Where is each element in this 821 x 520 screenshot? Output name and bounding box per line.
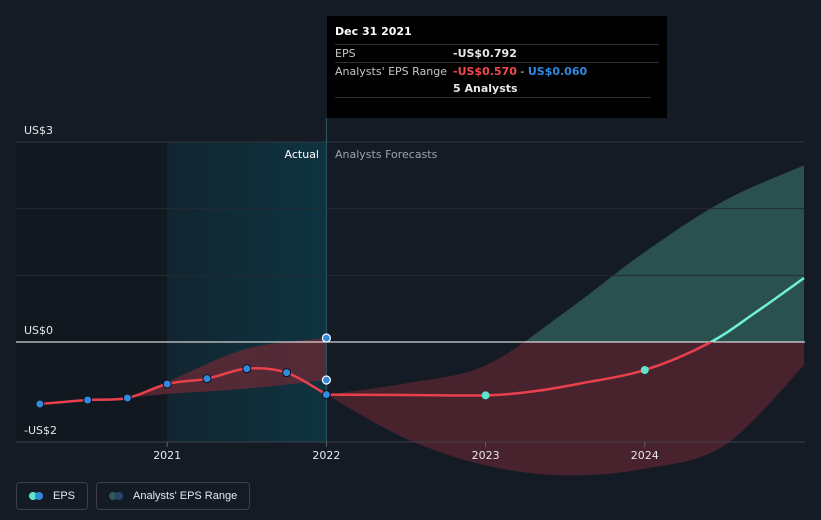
tooltip-eps-row: EPS -US$0.792	[335, 44, 659, 62]
eps-point	[83, 395, 93, 405]
forecast-point	[640, 366, 649, 375]
eps-point	[321, 390, 331, 400]
tooltip-eps-label: EPS	[335, 47, 356, 60]
range-legend-icon	[109, 491, 125, 501]
x-tick-label: 2022	[312, 449, 340, 462]
legend-range-label: Analysts' EPS Range	[133, 490, 238, 502]
range-low-point	[321, 375, 331, 385]
eps-forecast-line	[326, 342, 714, 397]
eps-forecast-line-positive	[708, 276, 805, 342]
eps-point	[35, 399, 45, 409]
tooltip-range-low: -US$0.570	[453, 65, 517, 78]
eps-point	[162, 379, 172, 389]
eps-point	[122, 393, 132, 403]
tooltip: Dec 31 2021 EPS -US$0.792 Analysts' EPS …	[327, 16, 667, 118]
x-tick-label: 2021	[153, 449, 181, 462]
y-label-top: US$3	[24, 124, 53, 137]
actual-highlight	[167, 142, 327, 442]
eps-point	[282, 368, 292, 378]
range-high-point	[321, 333, 331, 343]
tooltip-date: Dec 31 2021	[335, 25, 412, 38]
legend-range-button[interactable]: Analysts' EPS Range	[96, 482, 251, 510]
forecast-point	[481, 391, 490, 400]
tooltip-range-high: US$0.060	[527, 65, 588, 78]
tooltip-divider	[335, 97, 651, 116]
legend-eps-label: EPS	[53, 490, 76, 502]
tooltip-range-label: Analysts' EPS Range	[335, 65, 448, 78]
x-tick-label: 2024	[631, 449, 659, 462]
forecast-label: Analysts Forecasts	[335, 148, 438, 161]
tooltip-analysts: 5 Analysts	[453, 82, 518, 95]
eps-point	[242, 364, 252, 374]
eps-legend-icon	[29, 491, 45, 501]
x-tick-label: 2023	[472, 449, 500, 462]
tooltip-range-sep: -	[516, 65, 528, 78]
past-background	[16, 142, 168, 442]
forecast-range-upper-area	[524, 165, 804, 342]
tooltip-range-row: Analysts' EPS Range -US$0.570 - US$0.060	[335, 62, 659, 80]
legend: EPS Analysts' EPS Range	[16, 482, 251, 510]
tooltip-eps-value: -US$0.792	[453, 47, 517, 60]
eps-point	[202, 374, 212, 384]
legend-eps-button[interactable]: EPS	[16, 482, 89, 510]
y-label-zero: US$0	[24, 324, 53, 337]
tooltip-analysts-row: 5 Analysts	[335, 80, 659, 97]
y-label-bottom: -US$2	[24, 424, 57, 437]
actual-label: Actual	[285, 148, 319, 161]
